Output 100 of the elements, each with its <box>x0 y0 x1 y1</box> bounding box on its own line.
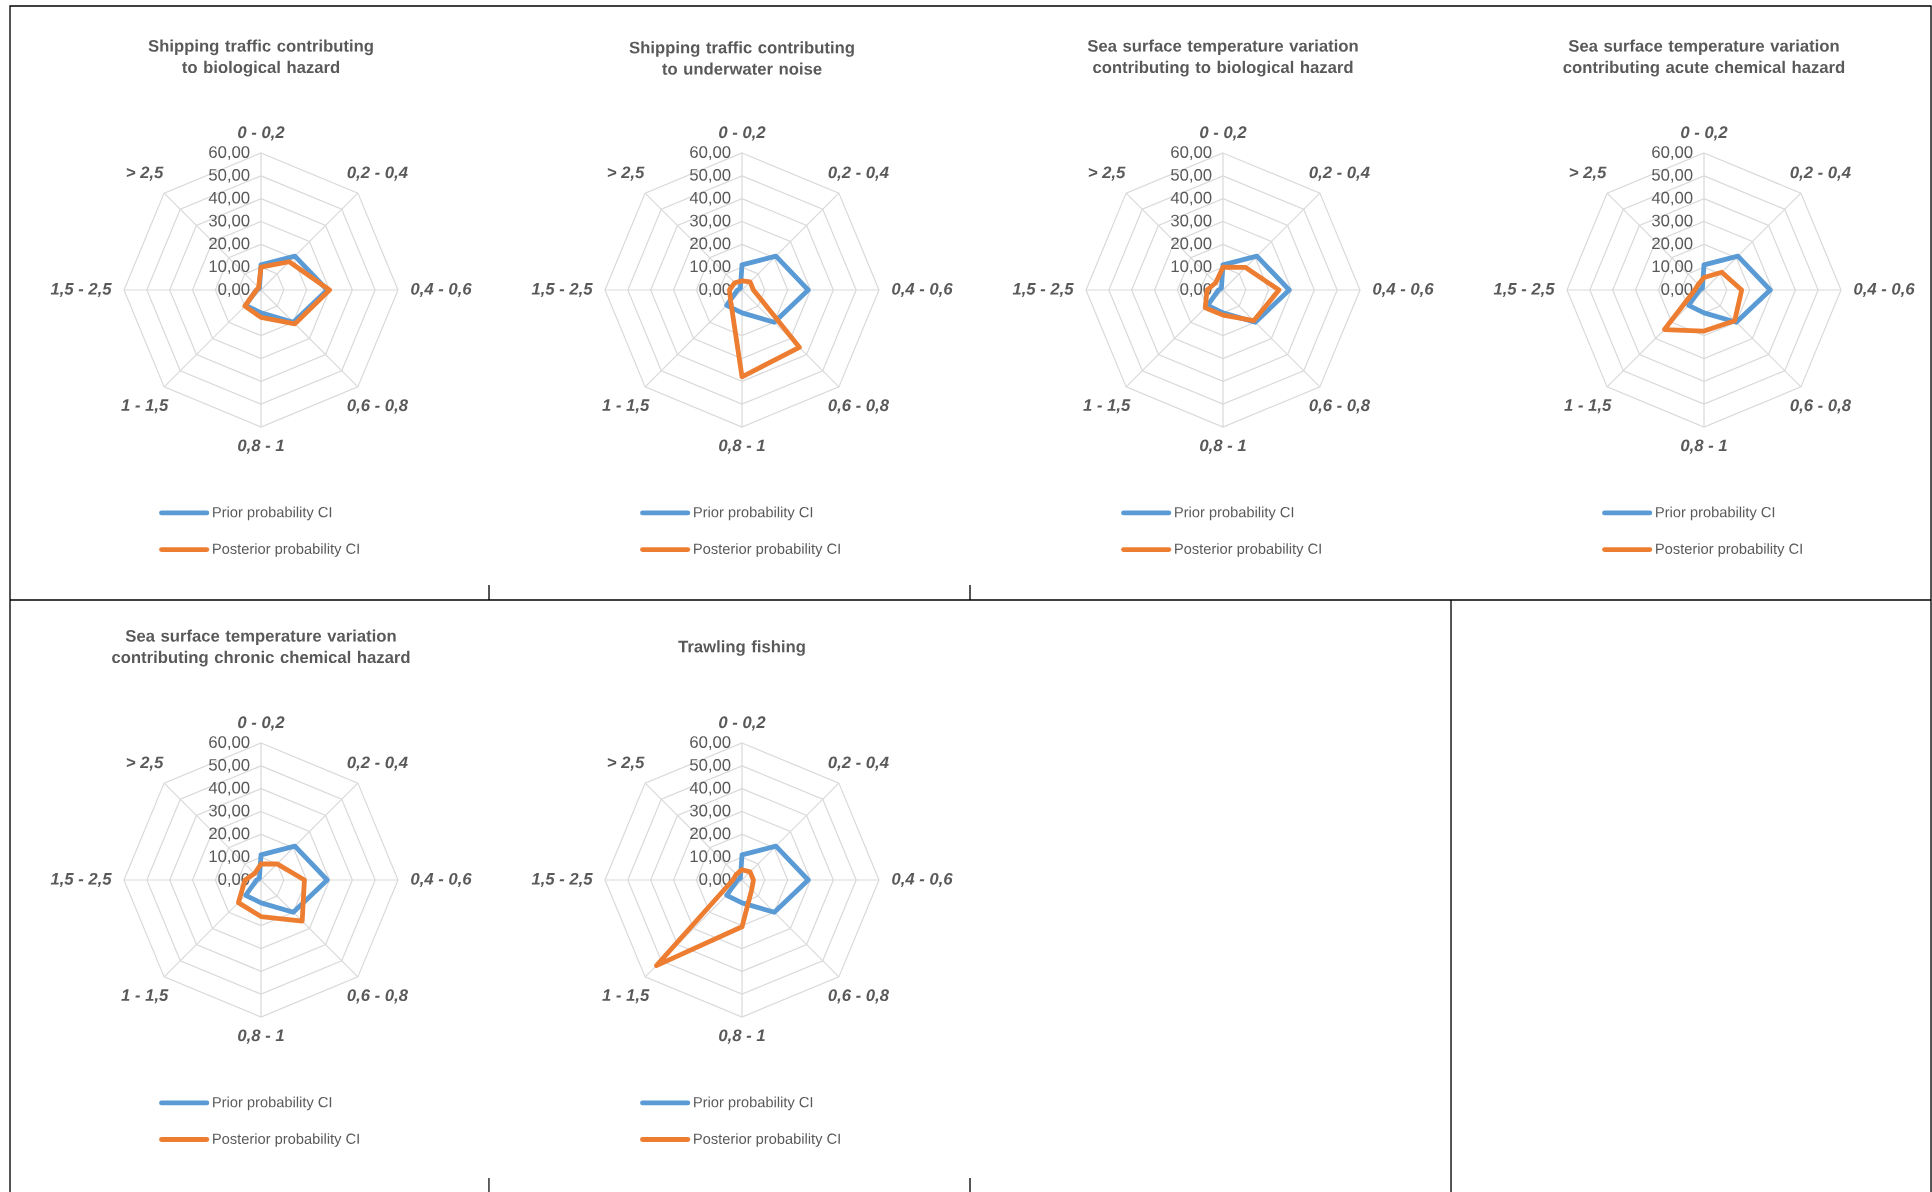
y-tick-label: 10,00 <box>209 260 250 275</box>
y-tick-label: 0,00 <box>1661 283 1693 297</box>
spoke-label: 0 - 0,2 <box>238 716 285 731</box>
chart-title: Trawling fishing <box>678 640 805 656</box>
legend-label: Prior probability CI <box>1656 506 1775 521</box>
chart-title: Sea surface temperature variation contributing chronic chemical hazard <box>112 629 410 667</box>
y-tick-label: 20,00 <box>209 237 250 252</box>
spoke-label: 1 - 1,5 <box>602 989 650 1004</box>
legend-label: Prior probability CI <box>1175 506 1294 521</box>
spoke-label: 1,5 - 2,5 <box>1012 282 1074 298</box>
y-tick-label: 50,00 <box>690 168 731 183</box>
y-tick-label: 60,00 <box>209 736 250 750</box>
spoke-label: 0,2 - 0,4 <box>347 166 408 181</box>
spoke-label: 0,2 - 0,4 <box>1790 166 1851 181</box>
spoke-label: 0,6 - 0,8 <box>347 989 408 1004</box>
spoke-label: 1,5 - 2,5 <box>50 282 112 298</box>
spoke-label: 1 - 1,5 <box>121 989 169 1004</box>
spoke-label: 0,4 - 0,6 <box>892 282 953 298</box>
spoke-label: 0,8 - 1 <box>238 1029 284 1044</box>
spoke-label: 1,5 - 2,5 <box>50 872 112 888</box>
y-tick-label: 10,00 <box>690 850 731 865</box>
chart-title: Sea surface temperature variation contributing to biological hazard <box>1087 39 1358 77</box>
y-tick-label: 60,00 <box>1652 146 1693 160</box>
y-tick-label: 10,00 <box>209 850 250 865</box>
y-tick-label: 60,00 <box>690 736 731 750</box>
spoke-label: 0,4 - 0,6 <box>411 872 472 888</box>
legend-label: Posterior probability CI <box>694 543 840 557</box>
y-tick-label: 50,00 <box>209 168 250 183</box>
legend-label: Prior probability CI <box>213 1096 332 1111</box>
legend-label: Prior probability CI <box>694 1096 813 1111</box>
y-tick-label: 30,00 <box>1651 214 1693 229</box>
spoke-label: 1 - 1,5 <box>121 399 169 414</box>
legend-label: Posterior probability CI <box>1175 543 1321 557</box>
spoke-label: > 2,5 <box>607 166 645 181</box>
y-tick-label: 50,00 <box>209 758 250 773</box>
spoke-label: 0,6 - 0,8 <box>828 399 889 414</box>
legend-label: Posterior probability CI <box>213 543 359 557</box>
y-tick-label: 20,00 <box>690 827 731 842</box>
spoke-label: 0,4 - 0,6 <box>1373 282 1434 298</box>
spoke-label: 0 - 0,2 <box>719 126 766 141</box>
y-tick-label: 60,00 <box>1171 146 1212 160</box>
y-tick-label: 60,00 <box>209 146 250 160</box>
y-tick-label: 20,00 <box>1652 237 1693 252</box>
spoke-label: 1 - 1,5 <box>1564 399 1612 414</box>
chart-title: Shipping traffic contributing to biological hazard <box>148 39 373 77</box>
spoke-label: 0,8 - 1 <box>238 439 284 454</box>
chart-title: Shipping traffic contributing to underwater noise <box>629 41 854 75</box>
y-tick-label: 20,00 <box>690 237 731 252</box>
y-tick-label: 40,00 <box>689 781 731 796</box>
legend-label: Posterior probability CI <box>213 1133 359 1147</box>
spoke-label: 1 - 1,5 <box>602 399 650 414</box>
y-tick-label: 40,00 <box>208 781 250 796</box>
y-tick-label: 40,00 <box>1170 191 1212 206</box>
legend-label: Prior probability CI <box>694 506 813 521</box>
spoke-label: > 2,5 <box>607 756 645 771</box>
y-tick-label: 60,00 <box>690 146 731 160</box>
spoke-label: 0 - 0,2 <box>1200 126 1247 141</box>
spoke-label: 0 - 0,2 <box>1681 126 1728 141</box>
y-tick-label: 30,00 <box>689 804 731 819</box>
spoke-label: 1 - 1,5 <box>1083 399 1131 414</box>
spoke-label: > 2,5 <box>126 166 164 181</box>
spoke-label: 0,4 - 0,6 <box>411 282 472 298</box>
spoke-label: > 2,5 <box>126 756 164 771</box>
spoke-label: 0,2 - 0,4 <box>1309 166 1370 181</box>
chart-title: Sea surface temperature variation contributing acute chemical hazard <box>1563 39 1845 77</box>
y-tick-label: 50,00 <box>1171 168 1212 183</box>
y-tick-label: 40,00 <box>208 191 250 206</box>
spoke-label: > 2,5 <box>1088 166 1126 181</box>
spoke-label: 0,4 - 0,6 <box>1854 282 1915 298</box>
y-tick-label: 30,00 <box>208 214 250 229</box>
spoke-label: 1,5 - 2,5 <box>531 872 593 888</box>
y-tick-label: 50,00 <box>1652 168 1693 183</box>
y-tick-label: 40,00 <box>689 191 731 206</box>
spoke-label: 0,2 - 0,4 <box>828 756 889 771</box>
legend-label: Prior probability CI <box>213 506 332 521</box>
y-tick-label: 50,00 <box>690 758 731 773</box>
legend-label: Posterior probability CI <box>694 1133 840 1147</box>
spoke-label: 0,8 - 1 <box>719 1029 765 1044</box>
spoke-label: 0 - 0,2 <box>238 126 285 141</box>
y-tick-label: 10,00 <box>1652 260 1693 275</box>
spoke-label: 0,6 - 0,8 <box>1309 399 1370 414</box>
y-tick-label: 30,00 <box>208 804 250 819</box>
spoke-label: 1,5 - 2,5 <box>531 282 593 298</box>
spoke-label: 0,6 - 0,8 <box>1790 399 1851 414</box>
spoke-label: 1,5 - 2,5 <box>1493 282 1555 298</box>
spoke-label: 0,8 - 1 <box>1681 439 1727 454</box>
spoke-label: 0,6 - 0,8 <box>347 399 408 414</box>
spoke-label: 0,2 - 0,4 <box>828 166 889 181</box>
legend-label: Posterior probability CI <box>1656 543 1802 557</box>
y-tick-label: 0,00 <box>218 283 250 297</box>
spoke-label: 0 - 0,2 <box>719 716 766 731</box>
y-tick-label: 40,00 <box>1651 191 1693 206</box>
y-tick-label: 30,00 <box>1170 214 1212 229</box>
spoke-label: 0,8 - 1 <box>1200 439 1246 454</box>
spoke-label: 0,6 - 0,8 <box>828 989 889 1004</box>
spoke-label: 0,8 - 1 <box>719 439 765 454</box>
y-tick-label: 30,00 <box>689 214 731 229</box>
y-tick-label: 10,00 <box>690 260 731 275</box>
spoke-label: 0,4 - 0,6 <box>892 872 953 888</box>
y-tick-label: 10,00 <box>1171 260 1212 275</box>
